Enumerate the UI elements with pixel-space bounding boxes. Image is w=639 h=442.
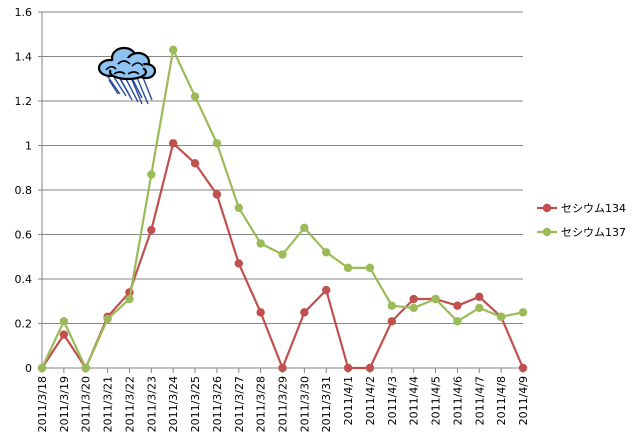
data-point	[125, 294, 134, 304]
data-point	[365, 263, 375, 273]
data-point	[278, 250, 287, 259]
y-tick-label: 1.2	[15, 95, 33, 108]
y-tick-label: 0.6	[15, 229, 33, 242]
data-point	[409, 294, 418, 304]
x-tick-label: 2011/4/7	[473, 376, 486, 425]
data-point	[190, 159, 200, 168]
data-point	[234, 259, 243, 268]
rain-cloud-icon	[97, 46, 157, 105]
data-point	[168, 139, 178, 148]
rain-streaks	[105, 73, 153, 105]
data-point	[431, 294, 440, 304]
x-tick-label: 2011/4/4	[408, 376, 421, 425]
x-tick-label: 2011/3/20	[80, 376, 93, 432]
data-point	[518, 308, 528, 317]
y-tick-label: 1.6	[15, 6, 33, 19]
y-tick-label: 0.8	[15, 184, 33, 197]
x-tick-label: 2011/4/1	[342, 376, 355, 425]
y-tick-label: 1	[25, 140, 32, 153]
data-point	[59, 330, 69, 339]
y-tick-label: 0.4	[15, 273, 33, 286]
data-point	[300, 223, 309, 233]
data-point	[168, 45, 178, 55]
data-point	[343, 363, 353, 373]
y-tick-label: 1.4	[15, 51, 33, 64]
legend-entry: セシウム134	[537, 202, 626, 215]
data-point	[278, 363, 287, 373]
data-point	[322, 248, 331, 257]
data-point	[59, 317, 69, 326]
data-point	[322, 285, 331, 295]
x-tick-label: 2011/3/21	[102, 376, 115, 432]
data-point	[387, 317, 397, 326]
x-tick-label: 2011/3/26	[211, 376, 224, 432]
x-axis-tick-labels: 2011/3/18 2011/3/19 2011/3/20 2011/3/21 2011…	[36, 376, 530, 432]
cloud-inner-lines	[105, 60, 144, 75]
data-point	[234, 203, 243, 212]
x-tick-label: 2011/4/9	[517, 376, 530, 425]
data-point	[475, 303, 484, 313]
data-point	[212, 190, 222, 199]
data-point	[496, 312, 506, 322]
data-point	[409, 303, 418, 313]
x-tick-label: 2011/3/25	[189, 376, 202, 432]
x-tick-label: 2011/4/6	[451, 376, 464, 425]
y-tick-label: 0	[25, 362, 32, 375]
legend: セシウム134 セシウム137	[537, 202, 626, 239]
x-tick-label: 2011/3/23	[145, 376, 158, 432]
x-tick-label: 2011/3/30	[298, 376, 311, 432]
x-tick-label: 2011/3/22	[123, 376, 136, 432]
x-tick-label: 2011/4/2	[364, 376, 377, 425]
data-point	[256, 308, 265, 317]
x-tick-label: 2011/3/18	[36, 376, 49, 432]
legend-entry: セシウム137	[537, 226, 626, 239]
x-tick-label: 2011/3/27	[233, 376, 246, 432]
data-point	[518, 363, 528, 373]
x-tick-label: 2011/4/5	[430, 376, 443, 425]
data-point	[343, 263, 353, 273]
legend-marker	[542, 227, 552, 237]
series-line	[41, 48, 524, 370]
data-point	[387, 301, 397, 310]
data-point	[453, 301, 462, 310]
data-point	[475, 292, 484, 301]
y-axis-tick-labels: 0 0.2 0.4 0.6 0.8 1 1.2 1.4 1.6	[15, 6, 33, 375]
cloud-inner	[108, 58, 144, 74]
data-point	[147, 170, 156, 179]
legend-label: セシウム137	[561, 226, 626, 239]
data-point	[365, 363, 375, 373]
data-point	[212, 139, 222, 148]
x-tick-label: 2011/3/19	[58, 376, 71, 432]
legend-label: セシウム134	[561, 202, 626, 215]
y-tick-label: 0.2	[15, 318, 33, 331]
data-point	[256, 239, 265, 248]
x-tick-label: 2011/3/31	[320, 376, 333, 432]
data-point	[37, 363, 47, 373]
x-tick-label: 2011/4/8	[495, 376, 508, 425]
legend-marker	[542, 203, 552, 213]
x-tick-label: 2011/3/24	[167, 376, 180, 432]
data-point	[300, 308, 309, 317]
data-point	[147, 225, 156, 235]
x-tick-label: 2011/3/29	[277, 376, 290, 432]
x-tick-label: 2011/4/3	[386, 376, 399, 425]
series-2	[37, 45, 528, 373]
data-point	[453, 317, 462, 326]
data-point	[190, 92, 200, 101]
data-point	[81, 363, 90, 373]
series-lines	[37, 45, 528, 373]
x-tick-label: 2011/3/28	[255, 376, 268, 432]
data-point	[103, 314, 112, 324]
